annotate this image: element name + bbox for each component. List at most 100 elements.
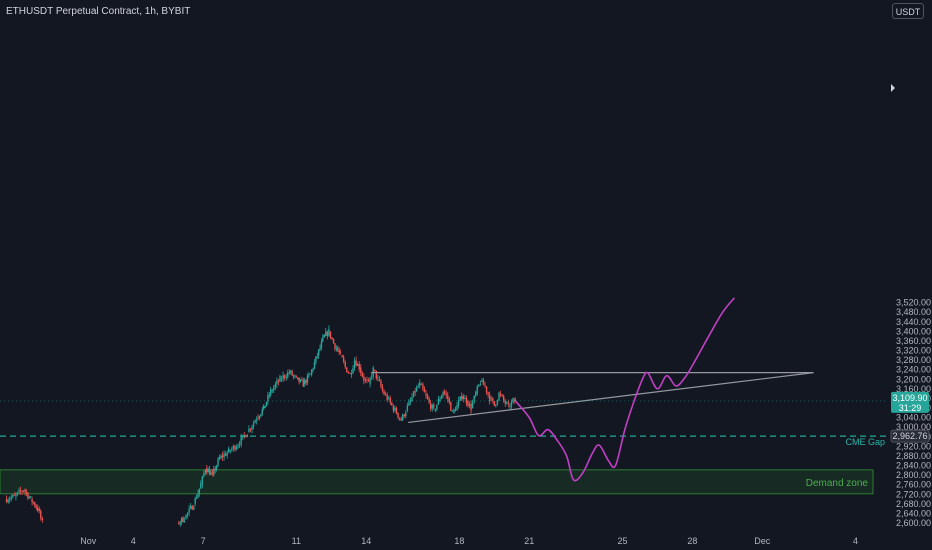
candle-body	[234, 445, 236, 450]
candle-body	[478, 384, 480, 387]
candle-body	[291, 371, 293, 376]
candle-body	[193, 507, 195, 510]
candle-body	[183, 521, 186, 522]
demand-zone	[0, 469, 874, 495]
price-tick-label: 3,440.00	[896, 317, 931, 327]
candle-body	[287, 372, 289, 378]
price-tick-label: 3,400.00	[896, 326, 931, 336]
candle-body	[363, 376, 365, 381]
candle-body	[417, 386, 419, 388]
candle-body	[335, 348, 338, 350]
price-tick-label: 3,240.00	[896, 365, 931, 375]
price-tick-label: 3,480.00	[896, 307, 931, 317]
candle-body	[280, 379, 283, 380]
candle-body	[440, 395, 443, 399]
zones-layer: Demand zone	[0, 469, 874, 495]
candle-body	[279, 376, 281, 382]
candle-body	[180, 517, 183, 523]
price-tick-label: 2,680.00	[896, 499, 931, 509]
candle-body	[389, 397, 391, 403]
price-axis[interactable]: 2,600.002,640.002,680.002,720.002,760.00…	[891, 84, 931, 528]
price-tick-label: 2,840.00	[896, 461, 931, 471]
candle-body	[346, 367, 348, 373]
candle-body	[384, 394, 387, 396]
price-tick-label: 2,920.00	[896, 441, 931, 451]
candle-body	[339, 352, 342, 353]
candle-body	[249, 428, 252, 430]
currency-button[interactable]: USDT	[892, 3, 924, 19]
candle-body	[370, 376, 373, 378]
candle-body	[344, 361, 346, 368]
price-tick-label: 3,520.00	[896, 298, 931, 308]
candle-body	[217, 459, 219, 466]
candle-body	[276, 380, 278, 385]
candle-body	[388, 397, 390, 399]
candle-body	[302, 380, 304, 387]
candle-body	[411, 397, 413, 401]
candle-body	[419, 381, 421, 387]
candle-body	[398, 417, 401, 419]
candle-body	[303, 380, 306, 385]
candle-body	[188, 508, 190, 513]
candle-body	[179, 522, 181, 524]
candle-body	[514, 399, 517, 402]
price-tick-label: 3,000.00	[896, 422, 931, 432]
candle-body	[459, 396, 461, 401]
candle-body	[226, 452, 228, 456]
candle-body	[220, 455, 222, 459]
candle-body	[208, 469, 211, 475]
candle-body	[375, 370, 377, 379]
candle-body	[512, 398, 514, 402]
time-axis[interactable]: Nov 4 7 11 14 18 21 25 28 Dec 4	[80, 536, 858, 546]
candle-body	[315, 356, 317, 363]
candle-body	[31, 499, 33, 503]
candle-body	[504, 400, 506, 404]
candle-body	[254, 420, 256, 423]
candle-body	[464, 397, 466, 400]
candle-body	[356, 363, 359, 366]
candle-body	[485, 386, 488, 393]
candle-body	[495, 404, 497, 406]
candle-body	[282, 375, 284, 380]
candle-body	[213, 468, 215, 476]
candle-body	[238, 443, 241, 445]
candle-body	[476, 386, 478, 394]
candle-body	[273, 387, 275, 391]
candle-body	[352, 367, 354, 374]
candle-body	[454, 409, 457, 411]
candle-body	[431, 404, 433, 409]
candle-body	[473, 395, 475, 403]
candle-body	[400, 418, 402, 421]
candle-body	[347, 372, 350, 374]
candle-body	[292, 375, 295, 377]
candle-body	[338, 350, 340, 353]
candle-body	[312, 368, 314, 370]
candle-body	[420, 384, 423, 385]
candle-body	[200, 483, 202, 489]
time-tick-label: 4	[853, 536, 858, 546]
candle-body	[448, 398, 451, 403]
candle-body	[428, 398, 430, 403]
candle-body	[25, 491, 28, 493]
candle-body	[257, 417, 259, 419]
candle-body	[211, 472, 214, 474]
candle-body	[182, 517, 184, 522]
candle-body	[283, 375, 286, 378]
candle-body	[203, 473, 205, 477]
candle-body	[498, 392, 500, 401]
price-tick-label: 3,360.00	[896, 336, 931, 346]
candle-body	[493, 400, 496, 406]
price-tick-label: 2,600.00	[896, 518, 931, 528]
candle-body	[470, 403, 472, 411]
candle-body	[482, 379, 485, 386]
candle-body	[207, 469, 209, 473]
candle-body	[392, 405, 395, 411]
price-tick-label: 3,200.00	[896, 374, 931, 384]
candle-body	[331, 337, 333, 339]
time-tick-label: 18	[454, 536, 464, 546]
candle-body	[34, 502, 36, 507]
candle-body	[415, 387, 418, 392]
price-tick-label: 3,040.00	[896, 413, 931, 423]
candle-body	[191, 505, 193, 510]
